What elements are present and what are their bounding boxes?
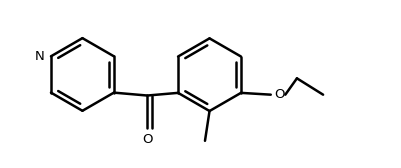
- Text: O: O: [274, 88, 285, 101]
- Text: O: O: [142, 133, 152, 146]
- Text: N: N: [35, 50, 45, 63]
